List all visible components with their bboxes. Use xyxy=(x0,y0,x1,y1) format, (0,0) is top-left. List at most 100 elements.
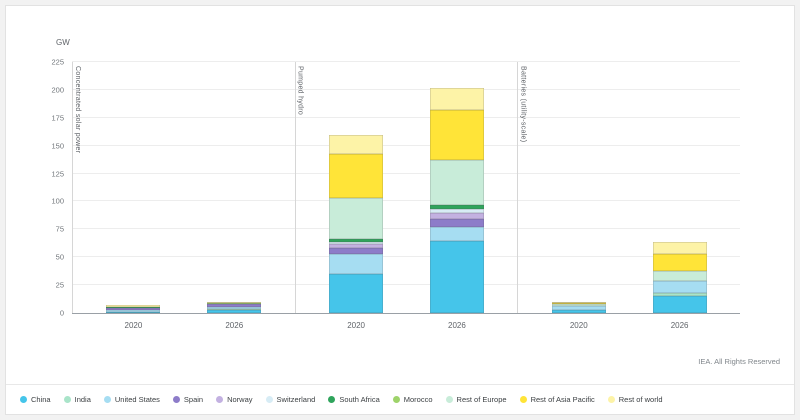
legend-item-norway[interactable]: Norway xyxy=(216,395,253,404)
x-tick-label-2026: 2026 xyxy=(448,321,466,330)
bar-segment-rest-of-world[interactable] xyxy=(551,301,606,303)
bar-segment-india[interactable] xyxy=(551,309,606,311)
bar-segment-south-africa[interactable] xyxy=(106,307,161,308)
legend-label-spain: Spain xyxy=(183,395,204,404)
legend-label-united-states: United States xyxy=(114,395,160,404)
bar-segment-united-states[interactable] xyxy=(429,227,484,241)
y-tick-label-150: 150 xyxy=(51,141,64,151)
legend-dot-spain xyxy=(172,396,180,403)
bar-segment-rest-of-asia-pacific[interactable] xyxy=(329,153,384,199)
bar-segment-rest-of-world[interactable] xyxy=(652,241,707,254)
bar-slot-concentrated-solar-power-2026: 2026 xyxy=(184,62,285,330)
y-tick-label-75: 75 xyxy=(55,224,64,234)
bar-segment-china[interactable] xyxy=(106,312,161,313)
gridline-175 xyxy=(72,116,740,118)
legend-item-rest-of-asia-pacific[interactable]: Rest of Asia Pacific xyxy=(519,395,595,404)
legend-label-rest-of-europe: Rest of Europe xyxy=(456,395,507,404)
bar-segment-rest-of-asia-pacific[interactable] xyxy=(429,110,484,161)
plot-area: 0 25 50 75 100 125 150 175 200 225 Concentrated s… xyxy=(51,58,740,330)
legend-label-china: China xyxy=(31,395,51,404)
bar-segment-norway[interactable] xyxy=(429,212,484,220)
legend-item-china[interactable]: China xyxy=(20,395,51,404)
bar-segment-rest-of-europe[interactable] xyxy=(429,160,484,205)
bar-segment-switzerland[interactable] xyxy=(329,241,384,244)
x-tick-label-2020: 2020 xyxy=(124,321,143,330)
bar-concentrated-solar-power-2020[interactable] xyxy=(106,62,161,313)
bar-segment-spain[interactable] xyxy=(207,304,262,307)
legend-dot-morocco xyxy=(392,396,400,403)
bar-segment-rest-of-asia-pacific[interactable] xyxy=(652,253,707,271)
bar-segment-rest-of-world[interactable] xyxy=(429,87,484,111)
bar-segment-spain[interactable] xyxy=(106,307,161,311)
legend-item-morocco[interactable]: Morocco xyxy=(392,395,433,404)
bar-segment-rest-of-asia-pacific[interactable] xyxy=(551,302,606,305)
panel-batteries-utility-scale: Batteries (utility-scale) 2020 2026 xyxy=(517,62,740,330)
legend-dot-china xyxy=(20,396,27,403)
bar-segment-spain[interactable] xyxy=(429,219,484,228)
bar-segment-china[interactable] xyxy=(329,273,384,313)
legend-label-morocco: Morocco xyxy=(403,395,433,404)
bar-segment-china[interactable] xyxy=(429,240,484,313)
bar-segment-rest-of-world[interactable] xyxy=(106,305,161,307)
bar-segment-india[interactable] xyxy=(207,308,262,310)
legend-label-switzerland: Switzerland xyxy=(276,395,316,404)
y-tick-label-0: 0 xyxy=(59,308,64,318)
legend-dot-switzerland xyxy=(265,396,273,403)
bar-concentrated-solar-power-2026[interactable] xyxy=(207,62,262,313)
y-tick-label-100: 100 xyxy=(51,196,64,206)
panel-pumped-hydro: Pumped hydro 2020 2026 xyxy=(294,62,518,330)
bar-segment-india[interactable] xyxy=(652,292,707,297)
bar-segment-united-states[interactable] xyxy=(652,280,707,293)
bar-segment-united-states[interactable] xyxy=(551,305,606,310)
bar-segment-norway[interactable] xyxy=(329,243,384,249)
panel-label-concentrated-solar-power: Concentrated solar power xyxy=(74,66,81,154)
legend-item-south-africa[interactable]: South Africa xyxy=(328,395,380,404)
y-tick-label-175: 175 xyxy=(51,113,64,123)
bar-segment-rest-of-europe[interactable] xyxy=(329,198,384,240)
bar-segment-rest-of-world[interactable] xyxy=(329,134,384,154)
bar-pumped-hydro-2020[interactable] xyxy=(329,62,384,313)
legend-item-united-states[interactable]: United States xyxy=(103,395,160,404)
bar-slot-batteries-utility-scale-2026: 2026 xyxy=(629,62,730,330)
panel-label-pumped-hydro: Pumped hydro xyxy=(296,66,304,116)
y-axis-unit-label: GW xyxy=(56,38,70,47)
legend-label-rest-of-asia-pacific: Rest of Asia Pacific xyxy=(530,395,595,404)
bar-segment-united-states[interactable] xyxy=(207,306,262,309)
bar-segment-united-states[interactable] xyxy=(106,310,161,313)
legend-label-rest-of-world: Rest of world xyxy=(618,395,663,404)
source-credit: IEA. All Rights Reserved xyxy=(698,357,780,366)
x-tick-label-2020: 2020 xyxy=(347,321,365,330)
bar-segment-china[interactable] xyxy=(652,296,707,313)
legend-dot-south-africa xyxy=(328,396,336,403)
legend-item-spain[interactable]: Spain xyxy=(172,395,204,404)
bar-segment-china[interactable] xyxy=(207,309,262,313)
legend-item-rest-of-europe[interactable]: Rest of Europe xyxy=(445,395,507,404)
panel-concentrated-solar-power: Concentrated solar power 2020 2026 xyxy=(72,62,295,330)
gridline-50 xyxy=(72,256,740,258)
bar-segment-rest-of-world[interactable] xyxy=(207,301,262,303)
legend-label-norway: Norway xyxy=(227,395,253,404)
bar-batteries-utility-scale-2026[interactable] xyxy=(652,62,707,313)
bar-segment-rest-of-europe[interactable] xyxy=(652,270,707,281)
bar-segment-south-africa[interactable] xyxy=(429,204,484,210)
legend-item-india[interactable]: India xyxy=(63,395,91,404)
bar-segment-morocco[interactable] xyxy=(207,302,262,304)
panel-label-batteries-utility-scale: Batteries (utility-scale) xyxy=(519,66,527,143)
legend-item-switzerland[interactable]: Switzerland xyxy=(265,395,316,404)
gridline-100 xyxy=(72,200,740,202)
x-tick-label-2026: 2026 xyxy=(670,321,689,330)
bar-segment-rest-of-europe[interactable] xyxy=(551,304,606,306)
bar-segment-south-africa[interactable] xyxy=(329,239,384,242)
bar-segment-south-africa[interactable] xyxy=(207,303,262,305)
bar-segment-spain[interactable] xyxy=(329,248,384,254)
bar-segment-china[interactable] xyxy=(551,310,606,313)
y-tick-label-25: 25 xyxy=(55,280,64,290)
bar-segment-switzerland[interactable] xyxy=(429,209,484,213)
plot-panels: Concentrated solar power 2020 2026 Pumped h… xyxy=(72,62,740,330)
bar-segment-united-states[interactable] xyxy=(329,253,384,274)
bar-batteries-utility-scale-2020[interactable] xyxy=(551,62,606,313)
legend-item-rest-of-world[interactable]: Rest of world xyxy=(607,395,663,404)
bar-pumped-hydro-2026[interactable] xyxy=(429,62,484,313)
legend-dot-rest-of-europe xyxy=(445,396,453,403)
bar-segment-morocco[interactable] xyxy=(106,306,161,308)
